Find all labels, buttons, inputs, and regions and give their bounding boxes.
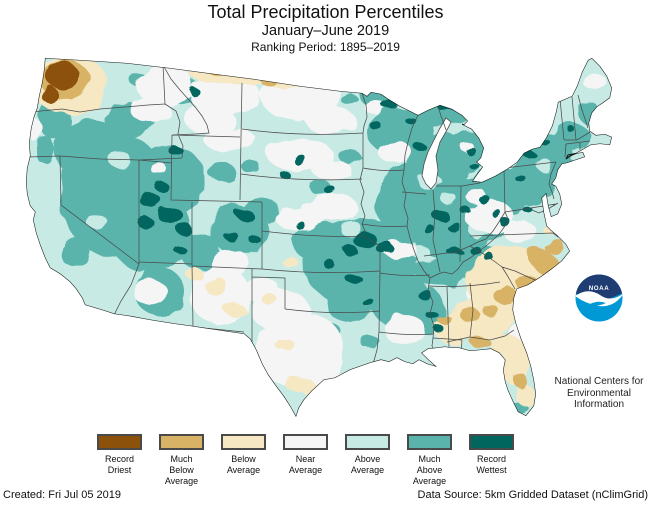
legend-item-much-above: Much Above Average xyxy=(407,434,452,487)
legend: Record Driest Much Below Average Below A… xyxy=(97,434,514,487)
legend-swatch-below xyxy=(221,434,266,450)
created-date: Created: Fri Jul 05 2019 xyxy=(3,489,122,501)
page-title: Total Precipitation Percentiles xyxy=(207,2,444,22)
legend-swatch-much-above xyxy=(407,434,452,450)
legend-label: Much Above Average xyxy=(412,454,447,486)
noaa-logo: NOAA xyxy=(575,274,623,322)
legend-swatch-record-driest xyxy=(97,434,142,450)
state-borders xyxy=(27,64,591,365)
legend-label: Much Below Average xyxy=(164,454,199,486)
data-source: Data Source: 5km Gridded Dataset (nClimG… xyxy=(417,489,648,501)
legend-label: Below Average xyxy=(226,454,261,475)
legend-label: Record Wettest xyxy=(476,454,507,475)
us-map-svg: NOAA xyxy=(26,58,623,417)
legend-label: Near Average xyxy=(288,454,323,475)
record-driest-region xyxy=(42,61,78,104)
legend-swatch-much-below xyxy=(159,434,204,450)
header: Total Precipitation Percentiles January–… xyxy=(0,2,651,54)
legend-item-record-driest: Record Driest xyxy=(97,434,142,487)
ranking-period: Ranking Period: 1895–2019 xyxy=(251,40,400,54)
legend-label: Above Average xyxy=(350,454,385,475)
lake-michigan xyxy=(421,117,452,190)
legend-swatch-above xyxy=(345,434,390,450)
legend-label: Record Driest xyxy=(104,454,134,475)
legend-swatch-near xyxy=(283,434,328,450)
legend-item-above: Above Average xyxy=(345,434,390,487)
legend-item-much-below: Much Below Average xyxy=(159,434,204,487)
legend-swatch-record-wettest xyxy=(469,434,514,450)
map-fill-layer xyxy=(26,58,612,417)
legend-item-record-wettest: Record Wettest xyxy=(469,434,514,487)
noaa-caption: National Centers for Environmental Infor… xyxy=(554,376,644,410)
legend-item-below: Below Average xyxy=(221,434,266,487)
legend-item-near: Near Average xyxy=(283,434,328,487)
page-subtitle: January–June 2019 xyxy=(261,23,390,39)
us-percentile-map: NOAA National Centers for Environmental … xyxy=(0,50,651,428)
record-wettest-region xyxy=(137,88,576,334)
noaa-logo-text: NOAA xyxy=(589,285,610,292)
